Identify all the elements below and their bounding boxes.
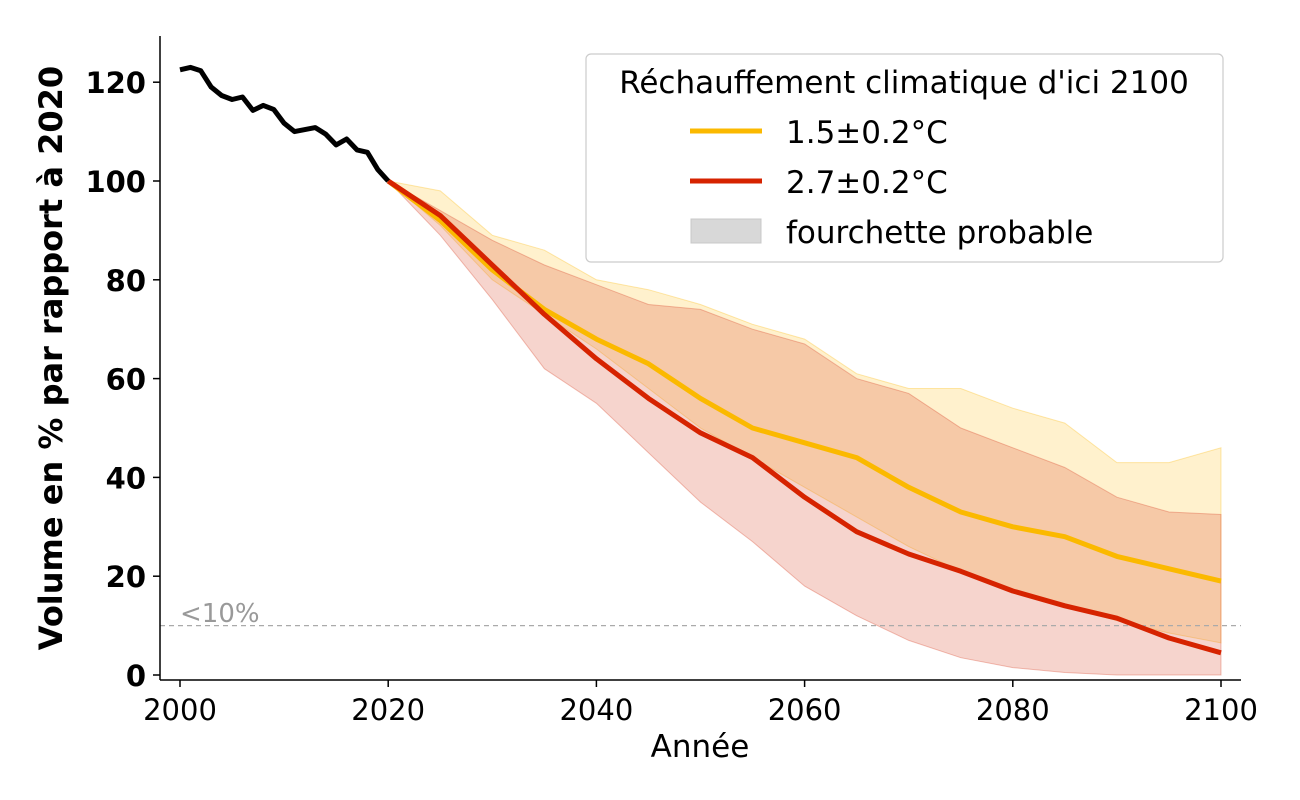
reference-line-label: <10% [180, 599, 260, 629]
y-tick-label: 80 [106, 264, 146, 298]
x-tick-label: 2040 [559, 693, 633, 727]
historical-line [179, 64, 391, 183]
legend-entry-1p5: 1.5±0.2°C [786, 115, 948, 151]
y-ticks: 0 20 40 60 80 100 120 [85, 66, 160, 693]
y-tick-label: 0 [126, 659, 146, 693]
legend-swatch-range [690, 218, 762, 244]
y-tick-label: 60 [106, 363, 146, 397]
legend-entry-range: fourchette probable [786, 215, 1093, 251]
legend-title: Réchauffement climatique d'ici 2100 [619, 65, 1189, 101]
y-tick-label: 120 [85, 66, 146, 100]
series-line-2.7±0.2°C [386, 178, 1222, 656]
legend-entry-2p7: 2.7±0.2°C [786, 165, 948, 201]
x-tick-label: 2020 [351, 693, 425, 727]
x-ticks: 2000 2020 2040 2060 2080 2100 [143, 680, 1258, 727]
x-tick-label: 2100 [1184, 693, 1258, 727]
x-tick-label: 2000 [143, 693, 217, 727]
legend: Réchauffement climatique d'ici 2100 1.5±… [585, 53, 1224, 263]
x-tick-label: 2080 [976, 693, 1050, 727]
y-tick-label: 40 [106, 461, 146, 495]
series-lines [179, 64, 1222, 656]
band-2.7±0.2°C [387, 180, 1222, 676]
x-axis-label: Année [651, 729, 750, 765]
y-axis-label: Volume en % par rapport à 2020 [32, 66, 70, 650]
y-tick-label: 100 [85, 165, 146, 199]
x-tick-label: 2060 [768, 693, 842, 727]
y-tick-label: 20 [106, 560, 146, 594]
